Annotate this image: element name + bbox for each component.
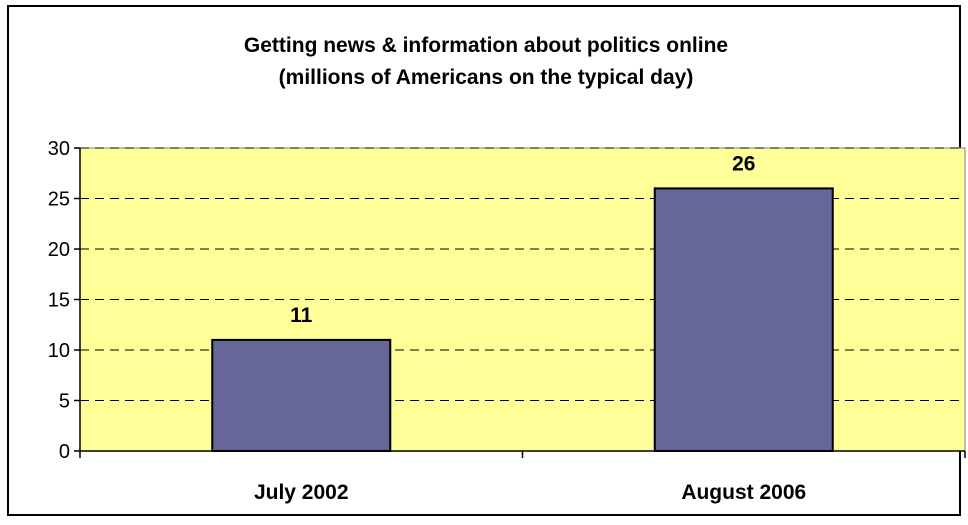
y-tick-label: 25 bbox=[48, 189, 70, 211]
chart-title-line-1: Getting news & information about politic… bbox=[244, 34, 728, 57]
data-labels: 11 26 bbox=[290, 152, 755, 327]
axes bbox=[74, 147, 966, 458]
bar bbox=[211, 338, 392, 452]
chart-title-line-2: (millions of Americans on the typical da… bbox=[279, 66, 694, 89]
x-tick-labels: July 2002 August 2006 bbox=[254, 481, 806, 504]
bar bbox=[653, 187, 834, 452]
y-tick-label: 10 bbox=[48, 340, 70, 362]
y-tick-label: 0 bbox=[59, 441, 70, 463]
x-tick-label: July 2002 bbox=[254, 481, 349, 504]
y-tick-labels: 0 5 10 15 20 25 30 bbox=[48, 138, 70, 463]
y-tick-label: 15 bbox=[48, 290, 70, 312]
y-tick-label: 5 bbox=[59, 391, 70, 413]
data-label: 11 bbox=[290, 304, 313, 327]
x-tick-label: August 2006 bbox=[681, 481, 806, 504]
y-tick-label: 20 bbox=[48, 239, 70, 261]
data-label: 26 bbox=[732, 152, 755, 175]
y-tick-label: 30 bbox=[48, 138, 70, 160]
bars bbox=[211, 187, 834, 452]
